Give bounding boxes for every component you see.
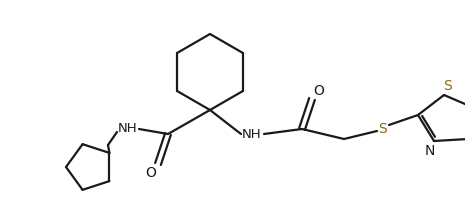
Text: O: O <box>313 84 325 98</box>
Text: S: S <box>443 79 452 93</box>
Text: O: O <box>146 166 156 180</box>
Text: N: N <box>425 144 435 158</box>
Text: NH: NH <box>118 122 138 135</box>
Text: NH: NH <box>242 128 262 141</box>
Text: S: S <box>378 122 386 136</box>
